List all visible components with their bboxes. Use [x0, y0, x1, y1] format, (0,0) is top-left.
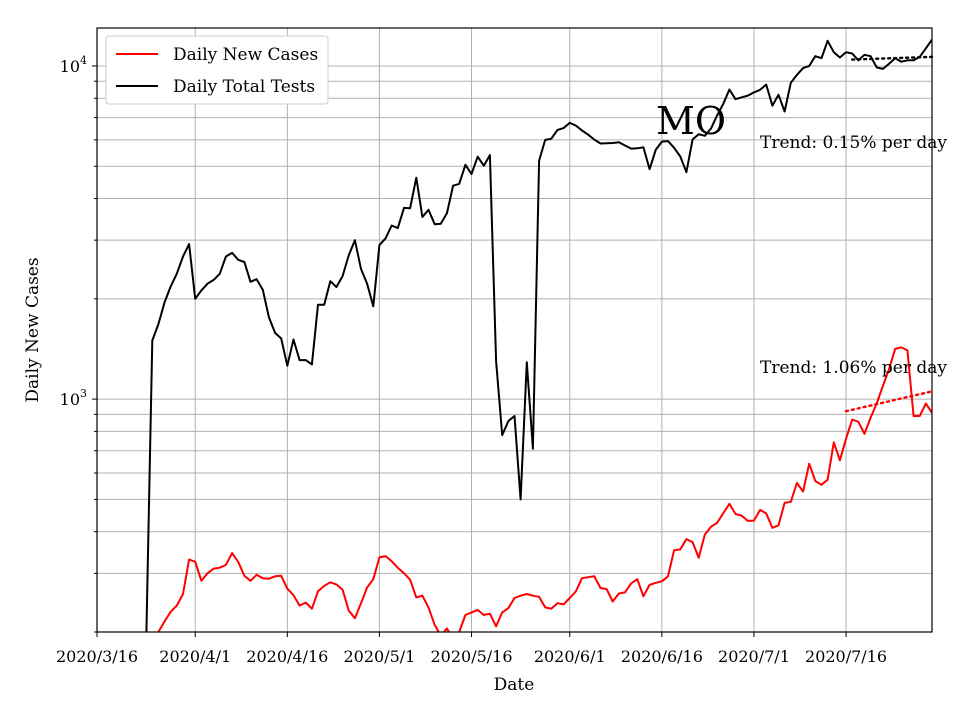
x-tick-label: 2020/3/16: [56, 647, 138, 666]
x-tick-label: 2020/5/16: [430, 647, 512, 666]
x-tick-label: 2020/6/1: [534, 647, 606, 666]
x-axis-label: Date: [494, 675, 535, 695]
y-tick-label: 104: [60, 54, 87, 76]
trend-line-cases: [844, 390, 934, 413]
legend: Daily New Cases Daily Total Tests: [105, 35, 329, 105]
y-tick-label: 103: [60, 387, 87, 409]
trend-layer: [844, 55, 934, 413]
x-tick-label: 2020/4/1: [159, 647, 231, 666]
x-tick-label: 2020/7/16: [805, 647, 887, 666]
x-tick-label: 2020/7/1: [718, 647, 790, 666]
legend-label-cases: Daily New Cases: [173, 45, 318, 65]
plot-frame: [96, 27, 933, 633]
cases-trend-annotation: Trend: 1.06% per day: [760, 358, 947, 378]
legend-label-tests: Daily Total Tests: [173, 77, 315, 97]
series-line-daily-new-cases: [157, 346, 932, 632]
state-label: MO: [656, 99, 726, 143]
x-tick-label: 2020/5/1: [343, 647, 415, 666]
series-layer: [145, 39, 932, 632]
trend-line-tests: [850, 55, 934, 61]
x-tick-label: 2020/4/16: [246, 647, 328, 666]
y-axis-label: Daily New Cases: [23, 257, 43, 402]
tests-trend-annotation: Trend: 0.15% per day: [760, 133, 947, 153]
legend-box: [105, 35, 329, 105]
series-line-daily-total-tests: [145, 39, 932, 632]
x-tick-label: 2020/6/16: [621, 647, 703, 666]
tick-layer: 2020/3/16 2020/4/1 2020/4/16 2020/5/1 2020/5…: [56, 54, 887, 666]
